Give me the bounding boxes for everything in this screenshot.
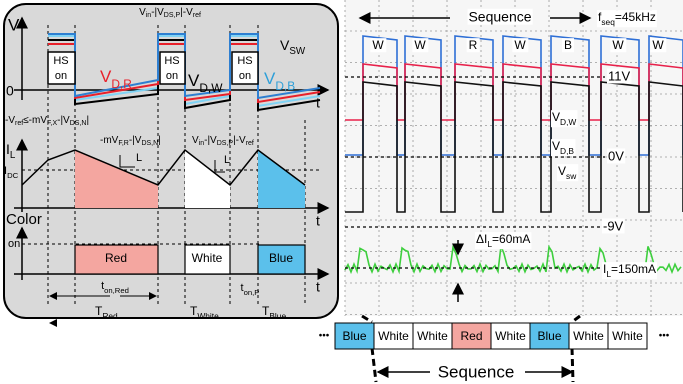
subscript: DS,P	[164, 12, 181, 19]
figure: VVin-|VDS,P|-VrefVSWHSonHSonHSonVD,RVD,W…	[0, 0, 683, 384]
subscript: sw	[566, 171, 577, 181]
text-part: -|V	[204, 135, 217, 146]
slot-letter: W	[372, 38, 384, 52]
subscript: D,W	[199, 81, 223, 95]
cell-label: Red	[460, 329, 482, 343]
label: 0V	[608, 148, 624, 163]
label: L	[224, 154, 230, 166]
subscript: D,B	[560, 146, 574, 156]
text-part: |	[158, 135, 161, 146]
label: 11V	[608, 68, 630, 83]
label: HS	[53, 55, 68, 67]
slot-letter: W	[652, 38, 664, 52]
text-part: V	[188, 71, 200, 90]
text-part: V	[264, 69, 276, 88]
label: V	[8, 15, 20, 34]
label: -9V	[603, 218, 624, 233]
label: HS	[237, 55, 252, 67]
label: Red	[105, 251, 127, 265]
subscript: D,W	[560, 117, 576, 127]
text-part: |	[86, 115, 89, 126]
label: t	[316, 213, 320, 229]
cell-label: White	[495, 329, 526, 343]
subscript: ref	[193, 12, 201, 19]
label: White	[192, 251, 223, 265]
label: HS	[164, 55, 179, 67]
label: Sequence	[468, 9, 531, 25]
subscript: ref	[15, 120, 23, 127]
cell-label: White	[417, 329, 448, 343]
label: •••	[659, 331, 670, 342]
cell-label: White	[612, 329, 643, 343]
subscript: Red	[102, 311, 118, 321]
subscript: DC	[7, 171, 19, 180]
label: Sequence	[438, 362, 515, 381]
slot-letter: W	[414, 38, 426, 52]
subscript: ref	[246, 140, 254, 147]
text-part: -|V	[129, 135, 142, 146]
slot-letter: W	[612, 38, 624, 52]
label: on	[239, 70, 251, 82]
label: t	[316, 95, 320, 111]
text-part: V	[558, 164, 566, 178]
subscript: SW	[289, 46, 306, 57]
text-part: -|V	[151, 7, 164, 18]
label: L	[136, 152, 142, 164]
subscript: DS,N	[141, 140, 158, 147]
text-part: V	[552, 139, 560, 153]
text-part: V	[552, 110, 560, 124]
subscript: on,Red	[104, 286, 129, 295]
label: Color	[6, 211, 42, 228]
text-part: |-V	[233, 135, 246, 146]
text-part: V	[100, 67, 112, 86]
slot-letter: W	[514, 38, 526, 52]
label: t	[316, 279, 320, 295]
text-part: |-V	[180, 7, 193, 18]
text-part: ΔI	[476, 232, 487, 246]
subscript: on,P	[244, 288, 260, 297]
text-part: =45kHz	[615, 10, 656, 24]
subscript: L	[10, 150, 16, 161]
label: on	[166, 70, 178, 82]
subscript: DS,P	[217, 140, 234, 147]
label: on	[8, 238, 20, 250]
subscript: Blue	[269, 311, 286, 321]
text-part: ≤-mV	[23, 115, 47, 126]
subscript: D,B	[275, 79, 295, 93]
slot-letter: R	[469, 38, 478, 52]
label: Blue	[269, 251, 293, 265]
subscript: seq	[601, 17, 615, 27]
slot-letter: B	[564, 38, 572, 52]
subscript: White	[197, 311, 219, 321]
subscript: DS,N	[70, 120, 87, 127]
cell-label: Blue	[342, 329, 366, 343]
cell-label: White	[573, 329, 604, 343]
label: 0	[6, 83, 14, 99]
cell-label: Blue	[537, 329, 561, 343]
label: •••	[319, 331, 330, 342]
cell-label: White	[378, 329, 409, 343]
text-part: -mV	[100, 135, 119, 146]
text-part: -|V	[57, 115, 70, 126]
text-part: =60mA	[492, 232, 530, 246]
label: on	[55, 70, 67, 82]
text-part: -V	[5, 115, 15, 126]
text-part: =150mA	[611, 262, 656, 276]
subscript: F,X	[47, 120, 57, 127]
subscript: D,R	[111, 77, 132, 91]
subscript: F,R	[118, 140, 129, 147]
